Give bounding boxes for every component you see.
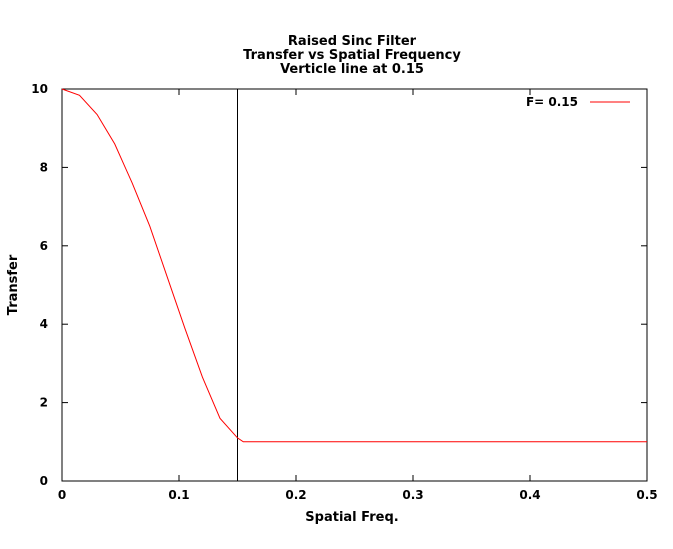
y-tick-label: 4 xyxy=(40,317,48,331)
y-tick-label: 2 xyxy=(40,396,48,410)
x-tick-label: 0.1 xyxy=(168,488,189,502)
x-tick-label: 0.4 xyxy=(519,488,540,502)
y-tick-label: 6 xyxy=(40,239,48,253)
x-tick-label: 0.5 xyxy=(636,488,657,502)
y-tick-label: 8 xyxy=(40,160,48,174)
y-tick-label: 10 xyxy=(31,82,48,96)
legend: F= 0.15 xyxy=(526,95,630,109)
y-axis-label: Transfer xyxy=(6,254,21,315)
title-line: Transfer vs Spatial Frequency xyxy=(243,48,461,63)
x-tick-label: 0.2 xyxy=(285,488,306,502)
plot-area xyxy=(61,88,647,481)
plot-border xyxy=(61,88,648,482)
axes xyxy=(61,88,648,482)
series-line xyxy=(61,88,647,443)
title-line: Raised Sinc Filter xyxy=(288,34,417,49)
y-tick-label: 0 xyxy=(40,474,48,488)
x-axis-label: Spatial Freq. xyxy=(305,510,398,525)
title-line: Verticle line at 0.15 xyxy=(280,62,424,77)
ticks: 0 0.1 0.2 0.3 0.4 0.5 0 2 4 6 8 10 xyxy=(31,82,657,502)
x-tick-label: 0 xyxy=(58,488,66,502)
x-tick-label: 0.3 xyxy=(402,488,423,502)
legend-label: F= 0.15 xyxy=(526,95,578,109)
